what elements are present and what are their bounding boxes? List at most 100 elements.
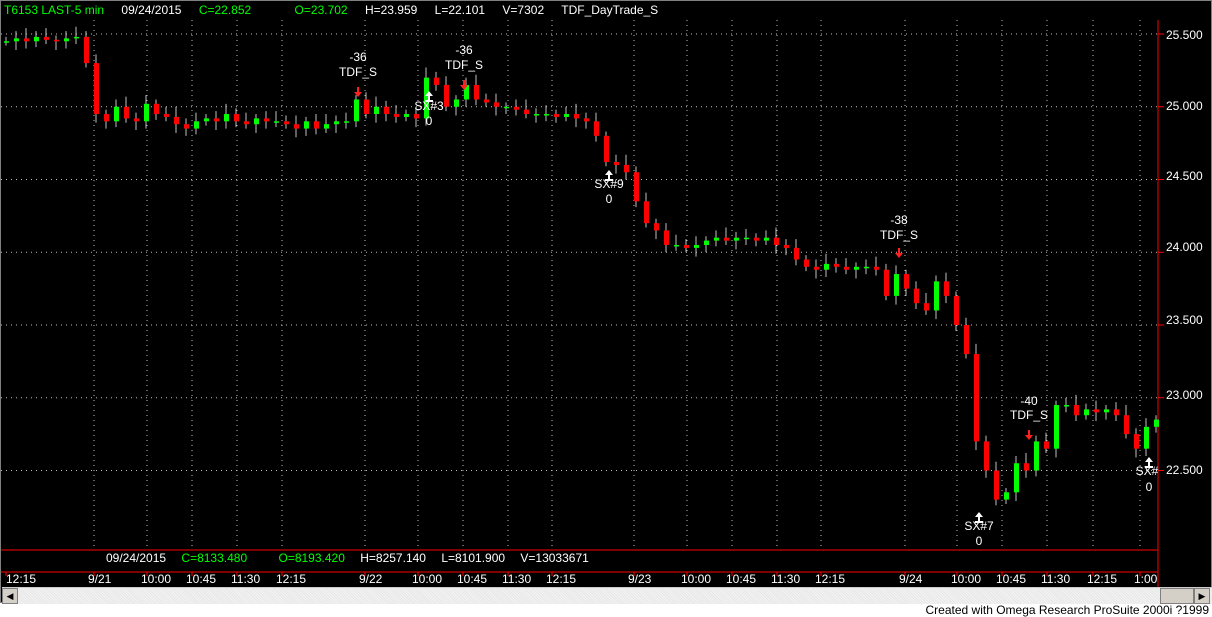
candle-body bbox=[364, 99, 369, 115]
exit-value: 0 bbox=[605, 192, 613, 206]
candle-body bbox=[814, 266, 819, 270]
candle-body bbox=[4, 41, 9, 43]
footer-credit: Created with Omega Research ProSuite 200… bbox=[925, 603, 1210, 617]
candle-body bbox=[694, 244, 699, 248]
close-value: C=22.852 bbox=[198, 3, 252, 17]
horizontal-scrollbar[interactable]: ◀ ▶ bbox=[2, 587, 1212, 604]
candle-body bbox=[844, 266, 849, 270]
symbol-header: T6153 LAST-5 min 09/24/2015 C=22.852 O=2… bbox=[4, 3, 672, 17]
time-tick: 9/24 bbox=[899, 572, 923, 586]
candle-body bbox=[324, 124, 329, 129]
index-close: C=8133.480 bbox=[181, 551, 248, 565]
short-entry-arrow-icon bbox=[354, 87, 362, 97]
candle-body bbox=[154, 103, 159, 115]
time-tick: 12:15 bbox=[546, 572, 577, 586]
candle-body bbox=[444, 84, 449, 107]
scroll-left-button[interactable]: ◀ bbox=[2, 588, 18, 604]
candle-body bbox=[734, 237, 739, 241]
candle-body bbox=[1114, 409, 1119, 416]
candle-body bbox=[1034, 441, 1039, 471]
time-tick: 10:00 bbox=[681, 572, 712, 586]
candle-body bbox=[704, 240, 709, 245]
candle-body bbox=[144, 103, 149, 122]
candle-body bbox=[604, 135, 609, 163]
short-exit-arrow-icon bbox=[605, 170, 613, 181]
index-info: 09/24/2015 C=8133.480 O=8193.420 H=8257.… bbox=[106, 551, 601, 565]
date-label: 09/24/2015 bbox=[121, 3, 182, 17]
candle-body bbox=[1064, 405, 1069, 407]
candle-body bbox=[924, 303, 929, 311]
candle-body bbox=[254, 118, 259, 125]
trade-label: TDF_S bbox=[879, 228, 919, 242]
candle-body bbox=[574, 114, 579, 119]
candle-body bbox=[464, 84, 469, 100]
candle-body bbox=[754, 237, 759, 241]
short-entry-arrow-icon bbox=[1025, 430, 1033, 440]
candle-body bbox=[544, 114, 549, 116]
time-tick: 11:30 bbox=[502, 572, 532, 586]
exit-value: 0 bbox=[975, 534, 983, 548]
candle-body bbox=[314, 121, 319, 129]
candle-body bbox=[964, 325, 969, 355]
candle-body bbox=[1084, 409, 1089, 416]
exit-label: SX#7 bbox=[964, 519, 994, 533]
candle-body bbox=[514, 106, 519, 110]
candle-body bbox=[984, 441, 989, 471]
candle-body bbox=[394, 114, 399, 117]
candle-body bbox=[224, 114, 229, 122]
candle-body bbox=[1044, 441, 1049, 449]
candle-body bbox=[854, 266, 859, 270]
candle-body bbox=[104, 114, 109, 122]
candle-body bbox=[1154, 419, 1159, 427]
short-exit-arrow-icon bbox=[1145, 457, 1153, 468]
trade-value: -36 bbox=[455, 43, 473, 57]
candle-body bbox=[294, 124, 299, 129]
candle-body bbox=[384, 106, 389, 115]
time-tick: 12:15 bbox=[6, 572, 37, 586]
candle-body bbox=[944, 281, 949, 296]
candle-body bbox=[834, 263, 839, 267]
time-tick: 12:15 bbox=[276, 572, 307, 586]
candle-body bbox=[164, 114, 169, 117]
candle-body bbox=[564, 114, 569, 117]
scroll-right-button[interactable]: ▶ bbox=[1194, 588, 1210, 604]
candle-body bbox=[94, 63, 99, 115]
low-value: L=22.101 bbox=[434, 3, 486, 17]
price-tick: 23.000 bbox=[1166, 388, 1203, 402]
candle-body bbox=[554, 114, 559, 117]
price-chart[interactable] bbox=[1, 20, 1212, 590]
candle-body bbox=[724, 237, 729, 241]
candle-body bbox=[894, 274, 899, 296]
candle-body bbox=[674, 244, 679, 247]
short-exit-arrow-icon bbox=[975, 512, 983, 523]
candle-body bbox=[84, 36, 89, 64]
candle-body bbox=[434, 77, 439, 85]
price-tick: 22.500 bbox=[1166, 463, 1203, 477]
scroll-thumb[interactable] bbox=[1160, 588, 1194, 604]
index-low: L=8101.900 bbox=[441, 551, 506, 565]
candle-body bbox=[14, 38, 19, 42]
exit-label: SX#9 bbox=[594, 177, 624, 191]
candle-body bbox=[374, 106, 379, 115]
exit-value: 0 bbox=[1145, 480, 1153, 494]
candle-body bbox=[1014, 463, 1019, 493]
candle-body bbox=[664, 230, 669, 245]
candle-body bbox=[534, 114, 539, 116]
candle-body bbox=[174, 116, 179, 125]
candle-body bbox=[24, 38, 29, 42]
candle-body bbox=[1074, 405, 1079, 416]
trade-value: -36 bbox=[349, 50, 367, 64]
index-volume: V=13033671 bbox=[520, 551, 589, 565]
candle-body bbox=[484, 99, 489, 103]
candle-body bbox=[824, 263, 829, 270]
price-tick: 23.500 bbox=[1166, 313, 1203, 327]
high-value: H=23.959 bbox=[364, 3, 418, 17]
time-tick: 11:30 bbox=[771, 572, 801, 586]
candle-body bbox=[1144, 426, 1149, 449]
candle-body bbox=[354, 99, 359, 122]
candle-body bbox=[244, 121, 249, 125]
price-tick: 25.000 bbox=[1166, 99, 1203, 113]
candle-body bbox=[714, 237, 719, 241]
exit-label: SX# bbox=[1135, 464, 1159, 478]
candle-body bbox=[74, 36, 79, 39]
